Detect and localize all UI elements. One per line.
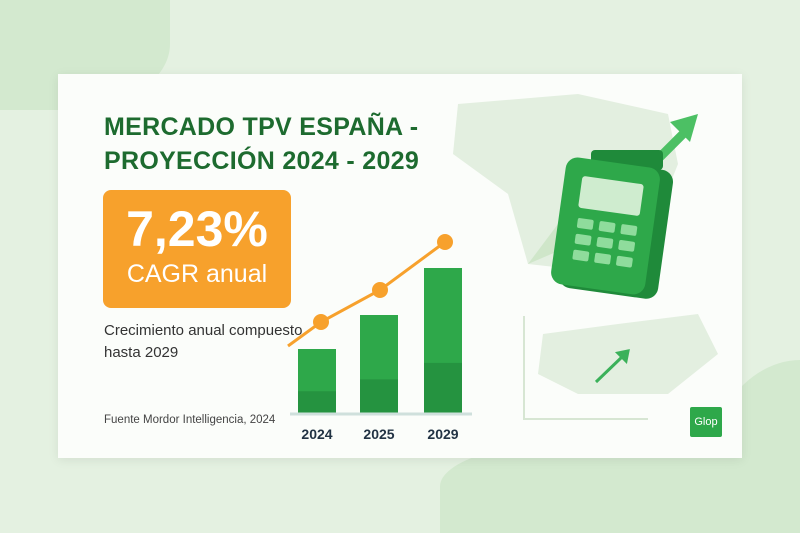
- illustration: 2024 2025 2029: [287, 94, 718, 442]
- small-chart-icon: [523, 316, 648, 420]
- title-line-1: MERCADO TPV ESPAÑA -: [104, 113, 419, 141]
- title-line-2: PROYECCIÓN 2024 - 2029: [104, 147, 420, 175]
- page-title: MERCADO TPV ESPAÑA - PROYECCIÓN 2024 - 2…: [104, 110, 419, 178]
- trend-arrow-icon: [594, 349, 630, 384]
- bar-chart: [287, 234, 462, 414]
- x-tick-label: 2024: [301, 426, 332, 442]
- trend-point-2024: [313, 314, 329, 330]
- cagr-badge: 7,23% CAGR anual: [103, 190, 291, 308]
- infographic-card: MERCADO TPV ESPAÑA - PROYECCIÓN 2024 - 2…: [58, 74, 742, 458]
- bar-shade: [298, 391, 336, 414]
- pos-terminal-icon: [551, 150, 674, 299]
- description: Crecimiento anual compuesto hasta 2029: [104, 322, 303, 361]
- bar-shade: [360, 379, 398, 414]
- x-tick-label: 2029: [427, 426, 458, 442]
- trend-point-2029: [437, 234, 453, 250]
- source-note: Fuente Mordor Intelligencia, 2024: [104, 414, 276, 426]
- trend-point-2025: [372, 282, 388, 298]
- cagr-label: CAGR anual: [126, 260, 268, 288]
- trend-line: [287, 240, 446, 348]
- x-tick-label: 2025: [363, 426, 394, 442]
- cagr-value: 7,23%: [126, 201, 268, 257]
- glop-logo: Glop: [690, 407, 722, 437]
- bar-shade: [424, 362, 462, 414]
